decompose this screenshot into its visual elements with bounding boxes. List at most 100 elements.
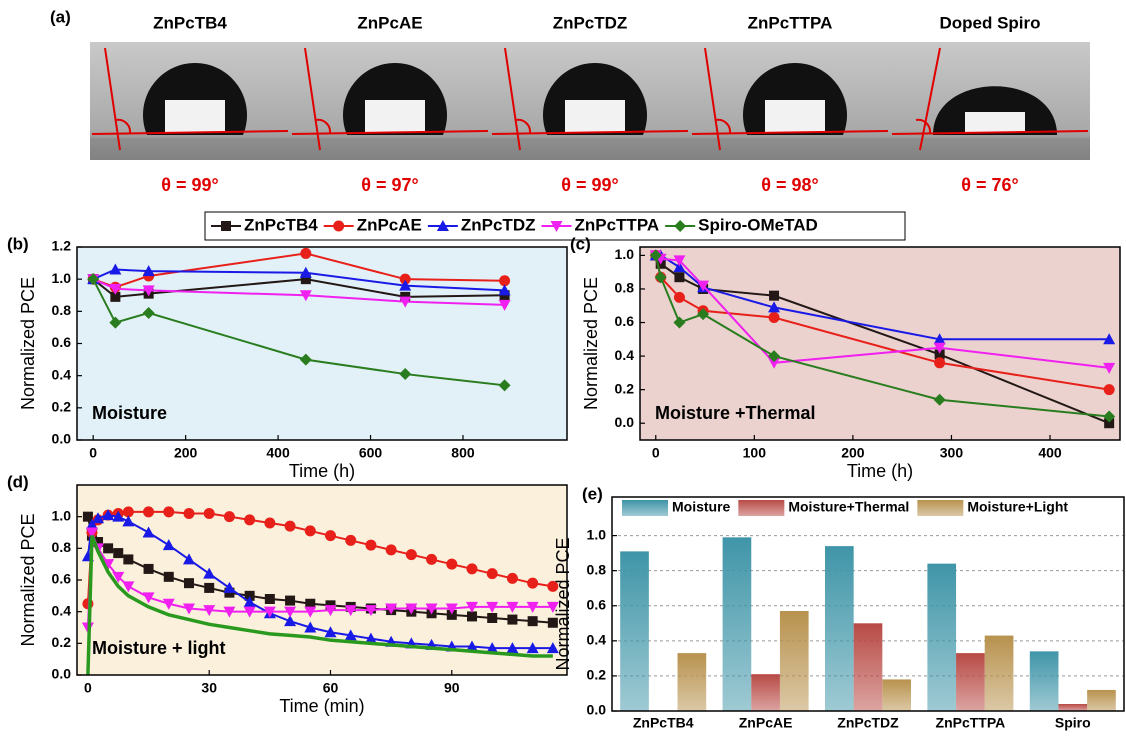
marker bbox=[285, 521, 296, 532]
marker bbox=[446, 559, 457, 570]
y-axis-title: Normalized PCE bbox=[553, 537, 573, 670]
y-tick-label: 0.4 bbox=[587, 632, 607, 648]
y-axis-title: Normalized PCE bbox=[18, 277, 38, 410]
marker bbox=[305, 525, 316, 536]
y-tick-label: 0.2 bbox=[52, 399, 72, 415]
y-tick-label: 1.0 bbox=[615, 246, 635, 262]
marker bbox=[507, 573, 518, 584]
sample-name: ZnPcTDZ bbox=[553, 13, 628, 32]
marker bbox=[224, 511, 235, 522]
x-tick-label: 200 bbox=[841, 445, 865, 461]
y-tick-label: 0.6 bbox=[52, 334, 72, 350]
legend-label: Moisture+Thermal bbox=[788, 499, 909, 515]
bar bbox=[854, 623, 883, 711]
sample-name: ZnPcTB4 bbox=[153, 13, 227, 32]
sample-name: Doped Spiro bbox=[939, 13, 1040, 32]
x-tick-label: ZnPcTTPA bbox=[936, 715, 1006, 731]
x-tick-label: 300 bbox=[940, 445, 964, 461]
marker bbox=[204, 508, 215, 519]
y-tick-label: 1.0 bbox=[52, 507, 72, 523]
y-tick-label: 0.0 bbox=[52, 431, 72, 447]
reflection bbox=[765, 100, 825, 132]
reflection bbox=[165, 100, 225, 132]
marker bbox=[163, 506, 174, 517]
marker bbox=[144, 564, 154, 574]
y-tick-label: 0.4 bbox=[615, 347, 635, 363]
x-tick-label: 0 bbox=[84, 680, 92, 696]
y-tick-label: 0.6 bbox=[52, 571, 72, 587]
legend-label: ZnPcTB4 bbox=[244, 215, 318, 234]
reflection bbox=[965, 112, 1025, 132]
x-tick-label: ZnPcTDZ bbox=[837, 715, 899, 731]
sample-name: ZnPcAE bbox=[357, 13, 422, 32]
x-tick-label: 90 bbox=[444, 680, 460, 696]
marker bbox=[164, 572, 174, 582]
panel-label: (e) bbox=[582, 484, 603, 503]
y-tick-label: 0.8 bbox=[52, 302, 72, 318]
bar bbox=[825, 546, 854, 711]
marker bbox=[426, 554, 437, 565]
legend-label: Spiro-OMeTAD bbox=[698, 215, 818, 234]
x-tick-label: 100 bbox=[743, 445, 767, 461]
marker bbox=[285, 596, 295, 606]
legend-label: ZnPcAE bbox=[357, 215, 422, 234]
bar bbox=[985, 636, 1014, 711]
marker bbox=[265, 594, 275, 604]
bar bbox=[1058, 704, 1087, 711]
legend-marker bbox=[221, 221, 231, 231]
marker bbox=[769, 312, 780, 323]
x-tick-label: 30 bbox=[201, 680, 217, 696]
marker bbox=[466, 563, 477, 574]
reflection bbox=[365, 100, 425, 132]
legend-swatch bbox=[622, 500, 668, 516]
x-axis-title: Time (h) bbox=[847, 461, 913, 481]
marker bbox=[325, 530, 336, 541]
marker bbox=[769, 291, 779, 301]
x-tick-label: 400 bbox=[266, 445, 290, 461]
marker bbox=[183, 508, 194, 519]
x-tick-label: 200 bbox=[174, 445, 198, 461]
legend-label: ZnPcTTPA bbox=[574, 215, 659, 234]
y-tick-label: 0.0 bbox=[587, 702, 607, 718]
y-tick-label: 0.8 bbox=[52, 539, 72, 555]
bar bbox=[956, 653, 985, 711]
legend-swatch bbox=[917, 500, 963, 516]
bar bbox=[620, 551, 649, 711]
figure: (a) ZnPcTB4θ = 99°ZnPcAEθ = 97°ZnPcTDZθ … bbox=[0, 0, 1126, 737]
legend-swatch bbox=[738, 500, 784, 516]
y-tick-label: 0.8 bbox=[615, 280, 635, 296]
marker bbox=[264, 518, 275, 529]
y-tick-label: 0.2 bbox=[52, 634, 72, 650]
x-tick-label: 60 bbox=[323, 680, 339, 696]
sample-name: ZnPcTTPA bbox=[748, 13, 833, 32]
marker bbox=[113, 548, 123, 558]
marker bbox=[674, 292, 685, 303]
bar bbox=[1087, 690, 1116, 711]
annotation: Moisture bbox=[92, 403, 167, 423]
y-tick-label: 0.4 bbox=[52, 366, 72, 382]
marker bbox=[487, 568, 498, 579]
x-axis-title: Time (h) bbox=[289, 461, 355, 481]
bar bbox=[1030, 651, 1059, 711]
y-tick-label: 0.6 bbox=[587, 596, 607, 612]
marker bbox=[103, 543, 113, 553]
marker bbox=[365, 540, 376, 551]
x-axis-title: Time (min) bbox=[279, 696, 364, 716]
y-tick-label: 0.0 bbox=[615, 414, 635, 430]
marker bbox=[386, 544, 397, 555]
panel-label: (b) bbox=[7, 234, 29, 253]
marker bbox=[1104, 384, 1115, 395]
y-tick-label: 0.2 bbox=[587, 667, 607, 683]
legend-marker bbox=[333, 221, 344, 232]
contact-angle: θ = 97° bbox=[361, 175, 418, 195]
y-tick-label: 0.2 bbox=[615, 380, 635, 396]
bar bbox=[882, 679, 911, 711]
legend-label: ZnPcTDZ bbox=[461, 215, 536, 234]
annotation: Moisture +Thermal bbox=[655, 403, 816, 423]
contact-angle: θ = 98° bbox=[761, 175, 818, 195]
annotation: Moisture + light bbox=[92, 638, 226, 658]
marker bbox=[244, 514, 255, 525]
x-tick-label: Spiro bbox=[1055, 715, 1091, 731]
y-tick-label: 1.0 bbox=[52, 270, 72, 286]
x-tick-label: ZnPcAE bbox=[739, 715, 793, 731]
